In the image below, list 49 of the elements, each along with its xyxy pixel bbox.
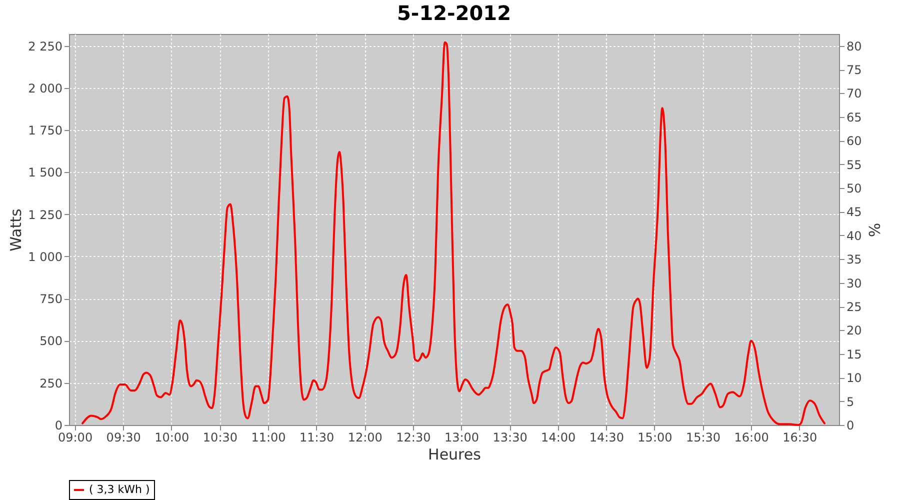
x-tick-label: 16:30 — [782, 430, 818, 444]
y2-tick-label: 40 — [846, 228, 862, 243]
y-tick-label: 0 — [54, 418, 62, 432]
y2-tick-label: 45 — [846, 205, 862, 220]
y2-tick-label: 35 — [846, 252, 862, 267]
y2-tick-label: 10 — [846, 371, 862, 386]
y2-tick-label: 20 — [846, 324, 862, 338]
y2-tick-label: 80 — [846, 39, 862, 54]
x-tick-label: 14:30 — [589, 430, 624, 444]
y2-tick-label: 30 — [846, 276, 862, 290]
y2-tick-label: 65 — [846, 110, 862, 124]
chart-title: 5-12-2012 — [396, 1, 512, 25]
y2-tick-label: 60 — [846, 134, 862, 148]
y-tick-label: 250 — [40, 376, 62, 390]
x-axis-title: Heures — [428, 446, 482, 464]
x-tick-label: 15:00 — [638, 430, 672, 444]
x-tick-label: 12:00 — [348, 430, 382, 444]
y-tick-label: 1 000 — [28, 250, 62, 264]
x-tick-label: 09:00 — [58, 430, 93, 444]
x-tick-label: 12:30 — [396, 430, 431, 444]
y2-tick-label: 55 — [846, 158, 862, 172]
y-tick-label: 1 250 — [28, 208, 62, 222]
x-tick-label: 09:30 — [106, 430, 141, 444]
x-tick-label: 11:30 — [300, 430, 334, 444]
y2-axis-title: % — [864, 222, 883, 238]
x-tick-label: 10:30 — [202, 430, 238, 444]
x-tick-label: 13:00 — [444, 430, 480, 444]
y2-tick-label: 25 — [846, 300, 862, 314]
x-tick-label: 16:00 — [734, 430, 769, 444]
y2-tick-label: 0 — [846, 418, 854, 432]
y-tick-label: 500 — [40, 334, 62, 348]
y2-tick-label: 5 — [846, 394, 854, 409]
x-tick-label: 13:30 — [492, 430, 528, 444]
y2-tick-label: 75 — [846, 63, 862, 78]
x-tick-label: 11:00 — [251, 430, 286, 444]
y-tick-label: 750 — [40, 292, 62, 306]
y2-tick-label: 15 — [846, 347, 862, 362]
y2-tick-label: 50 — [846, 182, 862, 196]
y-tick-label: 2 250 — [28, 39, 62, 54]
line-series — [82, 41, 826, 426]
x-tick-label: 10:00 — [154, 430, 190, 444]
y-tick-label: 1 750 — [28, 124, 62, 138]
y-tick-label: 1 500 — [28, 166, 62, 180]
y2-tick-label: 70 — [846, 86, 862, 101]
y-axis-title: Watts — [7, 208, 26, 252]
legend-label: ( 3,3 kWh ) — [89, 483, 150, 496]
y-tick-label: 2 000 — [28, 81, 62, 96]
x-tick-label: 15:30 — [686, 430, 721, 444]
x-tick-label: 14:00 — [541, 430, 576, 444]
